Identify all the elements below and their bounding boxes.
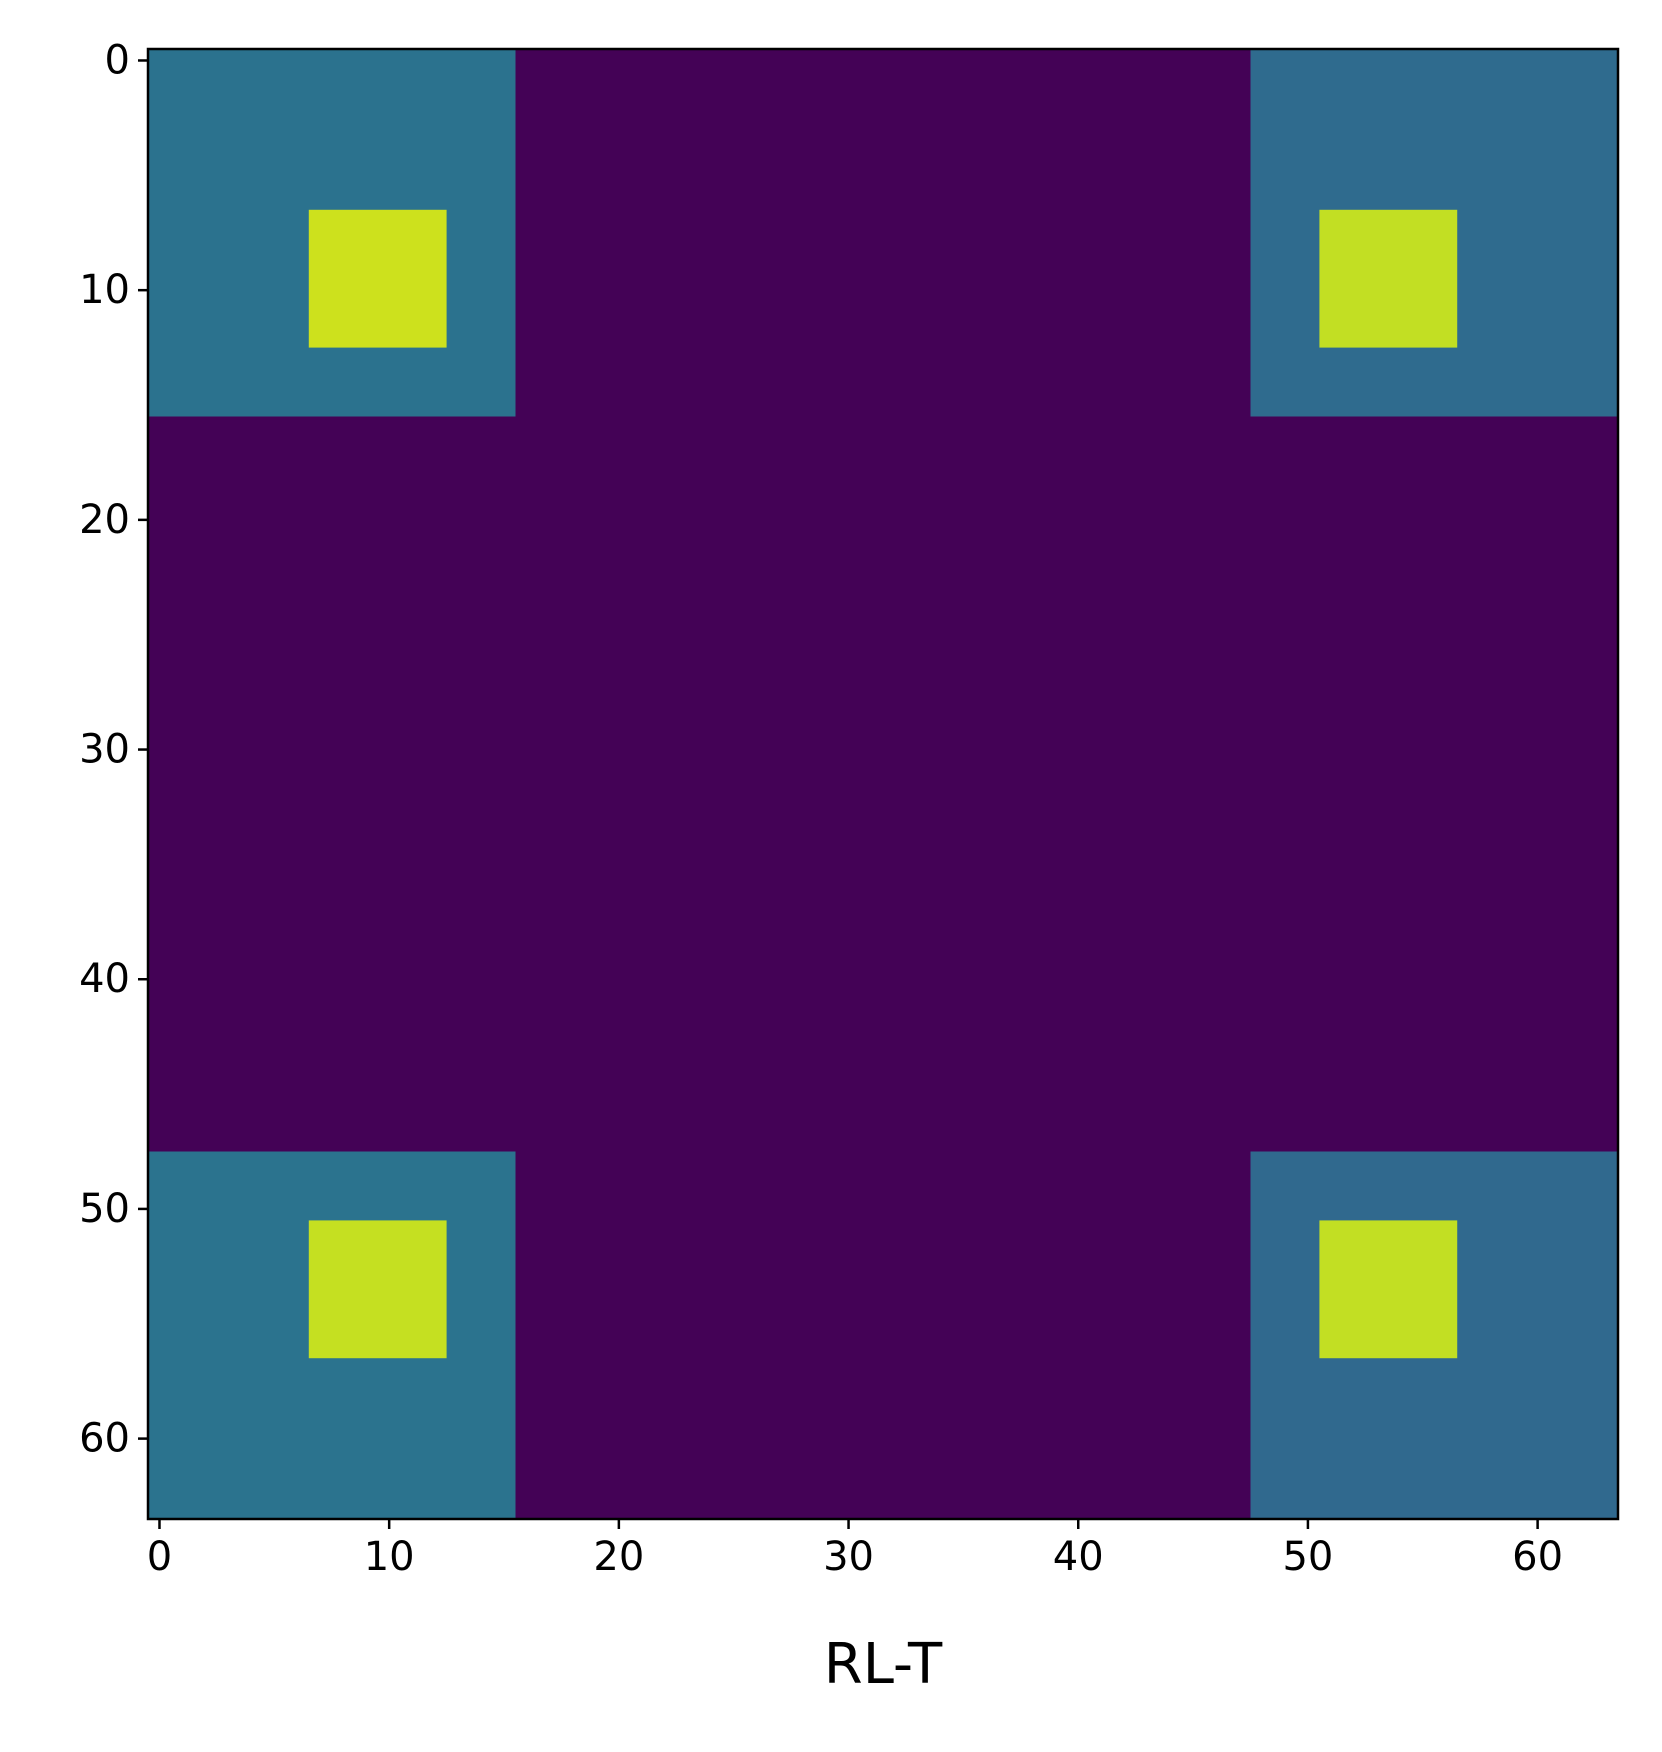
x-tick-label: 10: [364, 1534, 415, 1580]
heatmap-cell-block: [308, 1220, 447, 1359]
x-tick-label: 30: [823, 1534, 874, 1580]
plot-frame: [146, 47, 1620, 1521]
y-tick-label: 0: [105, 37, 130, 83]
heatmap-cell-block: [1319, 1220, 1458, 1359]
x-tick-label: 60: [1512, 1534, 1563, 1580]
x-axis-label: RL-T: [824, 1632, 943, 1697]
y-tick-label: 20: [79, 497, 130, 543]
x-tick-label: 50: [1282, 1534, 1333, 1580]
heatmap-cell-block: [1319, 209, 1458, 348]
y-tick-label: 10: [79, 267, 130, 313]
y-tick-label: 40: [79, 956, 130, 1002]
y-tick-label: 60: [79, 1416, 130, 1462]
heatmap-cell-block: [308, 209, 447, 348]
x-tick-label: 40: [1053, 1534, 1104, 1580]
y-tick-label: 50: [79, 1186, 130, 1232]
y-tick-label: 30: [79, 727, 130, 773]
x-tick-label: 0: [147, 1534, 172, 1580]
x-tick-label: 20: [593, 1534, 644, 1580]
